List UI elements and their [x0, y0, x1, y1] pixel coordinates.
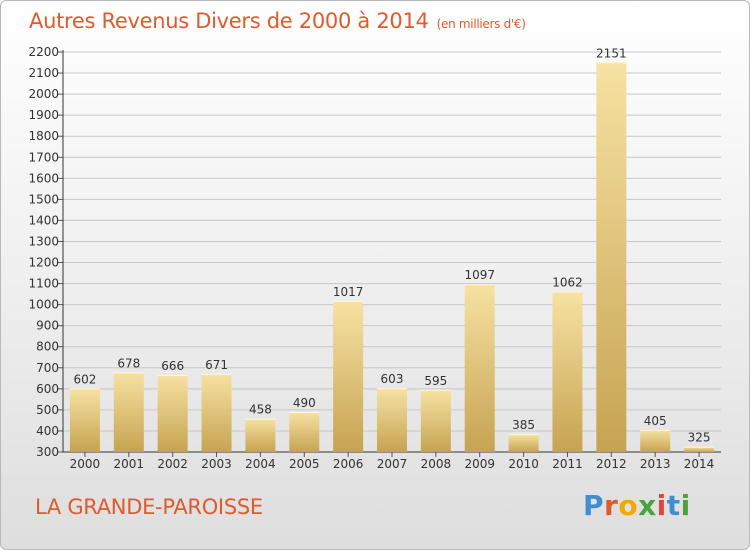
logo-letter: P	[583, 489, 605, 522]
bar	[684, 446, 715, 452]
data-label: 1062	[552, 276, 583, 290]
logo-letter: i	[680, 489, 691, 522]
data-label: 490	[293, 396, 316, 410]
bar	[640, 429, 671, 452]
logo-letter: o	[618, 489, 639, 522]
x-tick-label: 2004	[245, 457, 276, 471]
y-tick-label: 2100	[28, 66, 59, 80]
bar	[157, 374, 188, 452]
bar	[69, 388, 100, 452]
data-label: 666	[161, 359, 184, 373]
y-tick-label: 1200	[28, 256, 59, 270]
x-tick-label: 2003	[201, 457, 232, 471]
data-label: 2151	[596, 46, 627, 60]
bar	[377, 388, 407, 452]
bar	[508, 434, 539, 452]
y-tick-label: 800	[36, 340, 59, 354]
data-label: 458	[249, 403, 272, 417]
y-tick-label: 2000	[28, 87, 59, 101]
bar	[289, 412, 320, 452]
x-tick-label: 2005	[289, 457, 320, 471]
y-tick-label: 300	[36, 445, 59, 459]
bar	[552, 291, 583, 452]
data-label: 325	[688, 431, 711, 445]
bar	[201, 373, 232, 452]
chart-title: Autres Revenus Divers de 2000 à 2014 (en …	[29, 9, 526, 33]
x-tick-label: 2009	[464, 457, 495, 471]
logo-letter: r	[604, 489, 619, 522]
x-tick-label: 2008	[421, 457, 452, 471]
data-label: 595	[424, 374, 447, 388]
x-tick-label: 2012	[596, 457, 627, 471]
x-tick-label: 2002	[157, 457, 188, 471]
chart-unit: (en milliers d'€)	[436, 17, 526, 31]
data-label: 1017	[333, 285, 364, 299]
x-tick-label: 2011	[552, 457, 583, 471]
x-tick-label: 2010	[508, 457, 539, 471]
data-label: 602	[73, 372, 96, 386]
bar	[113, 372, 144, 452]
y-tick-label: 1600	[28, 171, 59, 185]
y-tick-label: 1100	[28, 277, 59, 291]
proxiti-logo: Proxiti	[583, 489, 691, 522]
bar	[245, 418, 276, 452]
x-tick-label: 2007	[377, 457, 408, 471]
x-tick-label: 2014	[684, 457, 715, 471]
logo-letter: x	[638, 489, 657, 522]
data-label: 671	[205, 358, 228, 372]
x-tick-label: 2001	[114, 457, 145, 471]
y-tick-label: 2200	[28, 45, 59, 59]
data-label: 678	[117, 356, 140, 370]
bar	[464, 284, 495, 452]
data-label: 405	[644, 414, 667, 428]
bar	[333, 301, 364, 452]
y-tick-label: 1300	[28, 234, 59, 248]
y-tick-label: 1800	[28, 129, 59, 143]
bar	[596, 62, 627, 452]
y-tick-label: 400	[36, 424, 59, 438]
y-tick-label: 700	[36, 361, 59, 375]
y-tick-label: 600	[36, 382, 59, 396]
y-tick-label: 1900	[28, 108, 59, 122]
y-tick-label: 500	[36, 403, 59, 417]
x-tick-label: 2000	[70, 457, 101, 471]
x-tick-label: 2013	[640, 457, 671, 471]
logo-letter: t	[666, 489, 681, 522]
y-tick-label: 1700	[28, 150, 59, 164]
location-label: LA GRANDE-PAROISSE	[35, 495, 263, 519]
y-tick-label: 1500	[28, 192, 59, 206]
x-tick-label: 2006	[333, 457, 364, 471]
chart-title-text: Autres Revenus Divers de 2000 à 2014	[29, 9, 429, 33]
logo-letter: i	[656, 489, 667, 522]
data-label: 1097	[464, 268, 495, 282]
data-label: 385	[512, 418, 535, 432]
data-label: 603	[381, 372, 404, 386]
bar	[420, 389, 451, 452]
y-tick-label: 1000	[28, 298, 59, 312]
y-tick-label: 1400	[28, 213, 59, 227]
y-tick-label: 900	[36, 319, 59, 333]
